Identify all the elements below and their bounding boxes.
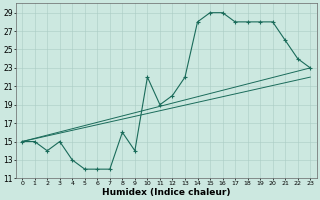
- X-axis label: Humidex (Indice chaleur): Humidex (Indice chaleur): [102, 188, 230, 197]
